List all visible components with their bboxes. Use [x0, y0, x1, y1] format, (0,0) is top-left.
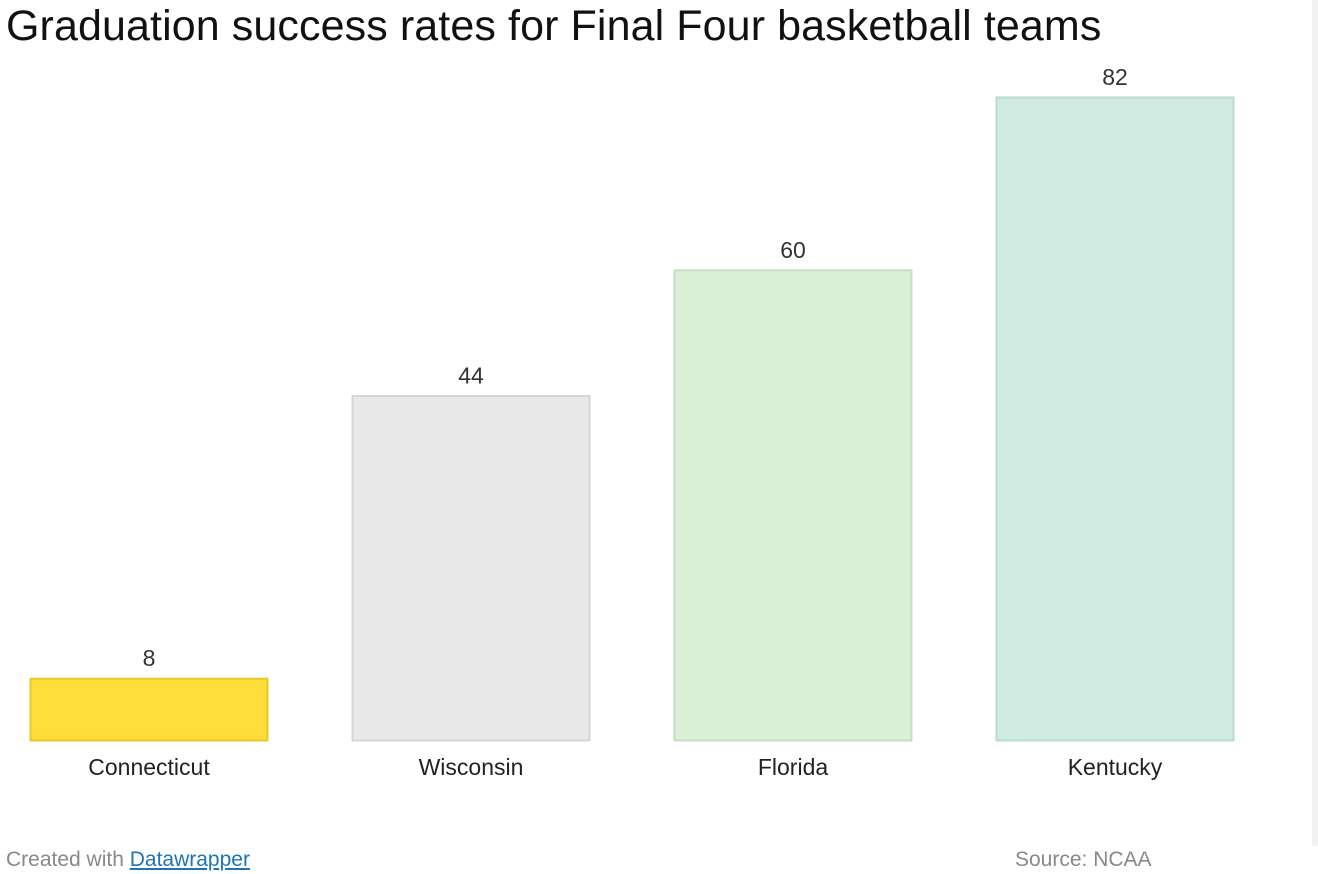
- credit-line: Created with Datawrapper: [6, 848, 250, 872]
- category-label-kentucky: Kentucky: [1068, 754, 1163, 780]
- value-label-florida: 60: [780, 237, 806, 263]
- bar-florida: [673, 269, 913, 742]
- category-label-connecticut: Connecticut: [88, 754, 210, 780]
- value-label-kentucky: 82: [1102, 64, 1128, 90]
- chart-title: Graduation success rates for Final Four …: [6, 2, 1102, 50]
- category-label-florida: Florida: [758, 754, 829, 780]
- scrollbar-track: [1312, 0, 1318, 846]
- source-note: Source: NCAA: [1015, 848, 1152, 871]
- credit-prefix: Created with: [6, 848, 124, 871]
- value-label-wisconsin: 44: [458, 362, 484, 388]
- value-label-connecticut: 8: [143, 645, 156, 671]
- datawrapper-link[interactable]: Datawrapper: [129, 848, 250, 871]
- bar-connecticut: [29, 677, 269, 742]
- bar-kentucky: [995, 96, 1235, 742]
- bar-chart: 8 Connecticut 44 Wisconsin 60 Florida 82 Kentuc…: [29, 64, 1235, 780]
- bar-wisconsin: [351, 394, 591, 742]
- category-label-wisconsin: Wisconsin: [419, 754, 524, 780]
